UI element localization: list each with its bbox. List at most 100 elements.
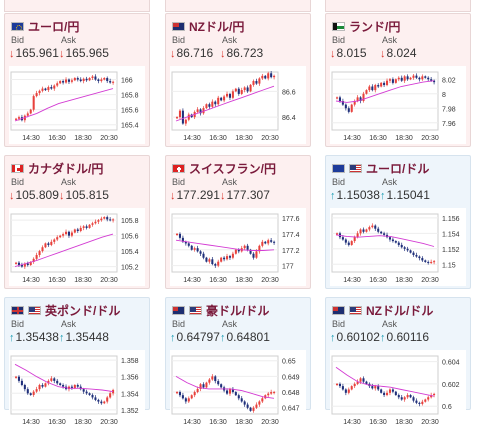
candlestick-chart[interactable]: 105.8 105.6 105.4 105.2 14:30 16:30 18:30 20:30: [9, 208, 145, 286]
rate-card[interactable]: ランド/円 Bid Ask ↓8.015 ↓8.024 8.02 8 7.98 7.9…: [325, 13, 471, 147]
arrow-down-icon: ↓: [9, 48, 15, 60]
candle-body: [17, 376, 20, 381]
candle-body: [406, 395, 409, 398]
rate-card[interactable]: NZドル/円 Bid Ask ↓86.716 ↓86.723 86.6 86.4 1…: [165, 13, 311, 147]
candle-body: [394, 79, 397, 83]
x-tick-label: 20:30: [421, 419, 439, 426]
ch-flag-icon: [172, 163, 185, 173]
arrow-up-icon: ↑: [220, 332, 226, 344]
candlestick-chart[interactable]: 0.65 0.649 0.648 0.647 14:30 16:30 18:30 20:30: [170, 350, 306, 428]
candle-body: [415, 254, 418, 257]
card-header: ユーロ/ドル: [332, 160, 429, 176]
candle-body: [430, 79, 433, 81]
candle-body: [67, 231, 70, 236]
x-tick-label: 18:30: [395, 135, 413, 142]
candlestick-chart[interactable]: 86.6 86.4 14:30 16:30 18:30 20:30: [170, 66, 306, 144]
currency-pair-title[interactable]: 豪ドル/ドル: [206, 303, 270, 318]
candle-body: [41, 88, 44, 91]
candle-body: [70, 80, 73, 82]
rate-card[interactable]: NZドル/ドル Bid Ask ↑0.60102 ↑0.60116 0.604 0…: [325, 297, 471, 428]
za-flag-icon: [332, 21, 345, 31]
x-tick-label: 16:30: [48, 135, 66, 142]
candle-body: [243, 401, 246, 405]
candle-body: [65, 79, 68, 83]
currency-pair-title[interactable]: NZドル/円: [189, 19, 245, 34]
bid-value: 165.961: [15, 46, 59, 60]
candlestick-chart[interactable]: 1.156 1.154 1.152 1.15 14:30 16:30 18:30 20:30: [330, 208, 466, 286]
candle-body: [409, 250, 412, 253]
candlestick-chart[interactable]: 1.358 1.356 1.354 1.352 14:30 16:30 18:30 20:30: [9, 350, 145, 428]
ask-value: 105.815: [65, 188, 109, 202]
candle-body: [388, 237, 391, 240]
candlestick-chart[interactable]: 0.604 0.602 0.6 14:30 16:30 18:30 20:30: [330, 350, 466, 428]
candlestick-chart[interactable]: 8.02 8 7.98 7.96 14:30 16:30 18:30 20:30: [330, 66, 466, 144]
candle-body: [255, 404, 258, 408]
candle-body: [415, 400, 418, 403]
candle-body: [350, 386, 353, 390]
ask-value: 1.35448: [65, 330, 109, 344]
candle-body: [365, 90, 368, 94]
candle-body: [234, 249, 237, 254]
candle-body: [208, 104, 211, 107]
candle-body: [32, 96, 35, 110]
rate-card[interactable]: スイスフラン/円 Bid Ask ↓177.291 ↓177.307 177.6…: [165, 155, 311, 289]
candle-body: [374, 85, 377, 91]
x-tick-label: 14:30: [183, 135, 201, 142]
y-tick-label: 0.6: [442, 404, 452, 411]
y-tick-label: 0.648: [282, 390, 300, 397]
currency-pair-title[interactable]: 英ポンド/ドル: [45, 303, 121, 318]
candle-body: [109, 81, 112, 83]
currency-pair-title[interactable]: ランド/円: [349, 19, 401, 34]
rate-card[interactable]: 英ポンド/ドル Bid Ask ↑1.35438 ↑1.35448 1.358 1…: [4, 297, 150, 428]
x-tick-label: 20:30: [421, 277, 439, 284]
candlestick-chart[interactable]: 166 165.8 165.6 165.4 14:30 16:30 18:30 20:30: [9, 66, 145, 144]
candle-body: [237, 249, 240, 252]
candle-body: [344, 239, 347, 243]
candle-body: [350, 104, 353, 112]
currency-pair-title[interactable]: スイスフラン/円: [189, 161, 276, 176]
candle-body: [103, 401, 106, 404]
y-tick-label: 7.98: [442, 106, 456, 113]
candle-body: [214, 264, 217, 266]
rate-card[interactable]: 豪ドル/ドル Bid Ask ↑0.64797 ↑0.64801 0.65 0.6…: [165, 297, 311, 428]
candle-body: [29, 261, 32, 266]
candle-body: [79, 79, 82, 82]
y-tick-label: 0.604: [442, 360, 460, 367]
candlestick-chart[interactable]: 177.6 177.4 177.2 177 14:30 16:30 18:30 20:30: [170, 208, 306, 286]
rate-card[interactable]: カナダドル/円 Bid Ask ↓105.809 ↓105.815 105.8 1…: [4, 155, 150, 289]
rate-card[interactable]: ユーロ/円 Bid Ask ↓165.961 ↓165.965 166 165.8…: [4, 13, 150, 147]
currency-pair-title[interactable]: ユーロ/ドル: [366, 161, 430, 176]
candle-body: [397, 395, 400, 398]
currency-pair-title[interactable]: NZドル/ドル: [366, 303, 434, 318]
chart-background: [9, 208, 145, 286]
currency-pair-title[interactable]: ユーロ/円: [28, 19, 80, 34]
candle-body: [217, 97, 220, 105]
plot-frame: [10, 213, 118, 273]
candle-body: [368, 86, 371, 91]
candle-body: [82, 226, 85, 228]
y-tick-label: 8: [442, 92, 446, 99]
x-tick-label: 16:30: [209, 277, 227, 284]
candle-body: [427, 397, 430, 400]
candle-body: [208, 379, 211, 383]
candle-body: [202, 384, 205, 388]
bid-label: Bid: [172, 35, 186, 45]
card-header: NZドル/ドル: [332, 302, 433, 318]
bid-label: Bid: [172, 177, 186, 187]
chart-svg: 0.604 0.602 0.6 14:30 16:30 18:30 20:30: [330, 350, 466, 428]
candle-body: [187, 114, 190, 120]
candle-body: [249, 84, 252, 92]
y-tick-label: 165.4: [121, 123, 139, 130]
candle-body: [44, 383, 47, 387]
currency-pair-title[interactable]: カナダドル/円: [28, 161, 104, 176]
ask-value: 165.965: [65, 46, 109, 60]
y-tick-label: 1.356: [121, 375, 139, 382]
candle-body: [178, 233, 181, 238]
y-tick-label: 1.15: [442, 262, 456, 269]
candle-body: [59, 383, 62, 385]
candle-body: [190, 245, 193, 250]
rate-card[interactable]: ユーロ/ドル Bid Ask ↑1.15038 ↑1.15041 1.156 1.…: [325, 155, 471, 289]
candle-body: [226, 256, 229, 260]
candle-body: [270, 392, 273, 394]
arrow-up-icon: ↑: [170, 332, 176, 344]
